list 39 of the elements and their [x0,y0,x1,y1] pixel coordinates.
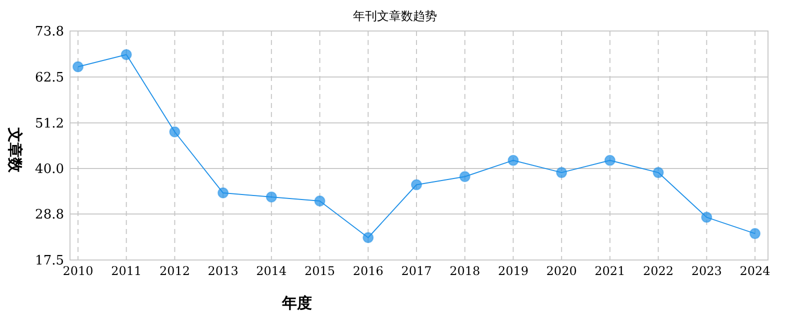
y-tick-label: 62.5 [35,70,64,86]
point [218,187,229,198]
x-axis-title: 年度 [281,294,312,312]
x-tick-label: 2013 [208,264,238,278]
point [701,212,712,223]
point [411,179,422,190]
point [652,167,664,178]
y-axis-title: 文章数 [6,126,24,174]
point [120,49,132,60]
x-tick-label: 2018 [450,264,480,278]
x-tick-label: 2023 [691,264,722,278]
x-tick-label: 2022 [643,264,674,278]
point [362,232,374,244]
point [169,126,180,138]
point [72,61,84,72]
point [604,154,616,166]
point [266,191,277,202]
x-tick-label: 2020 [546,264,577,278]
point [556,167,568,178]
x-tick-label: 2016 [352,264,384,278]
x-tick-label: 2012 [159,264,190,278]
x-tick-label: 2014 [256,264,288,278]
point [314,196,326,207]
y-tick-label: 51.2 [35,116,64,132]
x-tick-label: 2015 [304,264,336,278]
point [508,154,519,166]
point [750,228,760,240]
y-tick-label: 17.5 [35,254,64,269]
x-tick-label: 2010 [62,264,94,278]
x-tick-label: 2021 [594,264,626,278]
point [459,171,470,182]
y-tick-label: 73.8 [35,24,64,40]
y-tick-label: 40.0 [35,162,64,178]
x-tick-label: 2011 [111,264,142,278]
x-tick-label: 2019 [498,264,528,278]
x-tick-label: 2017 [401,264,432,278]
x-tick-label: 2024 [740,264,771,278]
y-tick-label: 28.8 [35,208,64,223]
chart-title: 年刊文章数趋势 [353,9,437,23]
